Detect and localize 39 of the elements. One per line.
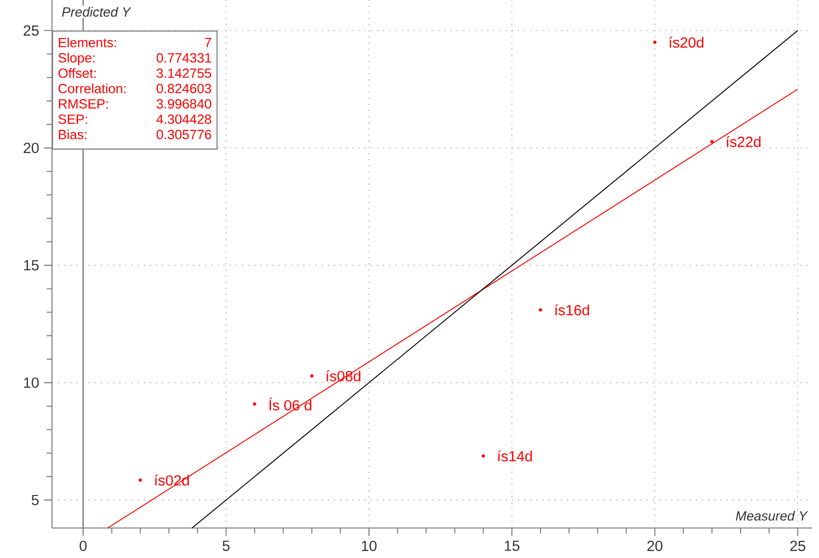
point [253, 402, 256, 406]
x-tick-label: 0 [80, 540, 87, 552]
annotation: 0.305776 [156, 130, 212, 140]
x-tick-label: 25 [790, 540, 806, 552]
x-axis-title: Measured Y [736, 510, 808, 521]
annotation: SEP: [58, 114, 88, 124]
annotation: Ís 06 d [269, 398, 312, 410]
annotation: Correlation: [58, 83, 126, 94]
annotation: Slope: [58, 52, 94, 66]
annotation: Offset: [58, 68, 96, 78]
annotation: 4.304428 [156, 114, 212, 124]
annotation: ís14d [498, 450, 532, 462]
annotation: 0.824603 [156, 84, 212, 94]
annotation: Elements: [58, 37, 116, 48]
y-tick-label: 25 [24, 25, 39, 36]
annotation: ís22d [726, 136, 760, 148]
y-tick-label: 15 [24, 260, 39, 270]
annotation: Bias: [58, 129, 86, 140]
annotation: 0.774331 [156, 53, 212, 63]
point [482, 454, 485, 458]
y-axis-title: Predicted Y [62, 6, 132, 17]
annotation: RMSEP: [58, 99, 108, 109]
annotation: 7 [205, 38, 212, 48]
y-tick-label: 20 [24, 142, 39, 154]
x-tick-label: 20 [647, 540, 662, 552]
annotation: ís20d [669, 36, 704, 48]
y-tick-label: 10 [24, 378, 39, 388]
point [710, 140, 714, 144]
x-tick-label: 10 [362, 540, 377, 552]
x-tick-label: 15 [504, 540, 520, 551]
annotation: 3.142755 [156, 68, 212, 78]
annotation: ís16d [555, 304, 590, 316]
point [138, 478, 142, 482]
x-tick-label: 5 [222, 540, 230, 551]
y-tick-label: 5 [32, 494, 39, 506]
point [538, 308, 542, 312]
point [653, 40, 656, 44]
annotation: 3.996840 [156, 99, 212, 109]
point [310, 374, 314, 378]
